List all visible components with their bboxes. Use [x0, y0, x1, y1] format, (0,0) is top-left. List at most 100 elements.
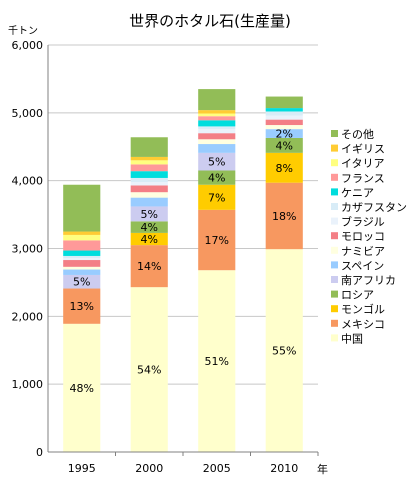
legend-label: イタリア: [341, 157, 385, 170]
legend-swatch: [331, 261, 338, 269]
bar-segment: [63, 288, 101, 324]
bar-segment: [63, 231, 101, 235]
x-unit-label: 年: [317, 462, 328, 476]
bar-segment: [130, 164, 168, 172]
legend-swatch: [331, 276, 338, 283]
legend-label: モロッコ: [341, 230, 385, 243]
legend-swatch: [331, 246, 338, 254]
bar-segment: [265, 182, 303, 250]
bar-segment: [198, 129, 236, 134]
chart-title: 世界のホタル石(生産量): [129, 12, 291, 30]
bar-segment: [265, 119, 303, 126]
legend-label: スペイン: [341, 259, 384, 272]
legend-label: メキシコ: [341, 318, 385, 331]
bar-segment: [130, 137, 168, 157]
y-unit-label: 千トン: [8, 25, 38, 37]
bar-segment: [63, 323, 101, 452]
bar-segment: [198, 116, 236, 121]
data-label: 5%: [73, 276, 90, 289]
bar-segment: [198, 120, 236, 127]
bar-segment: [130, 221, 168, 233]
y-tick-label: 6,000: [12, 39, 44, 52]
bar-segment: [130, 177, 168, 183]
data-label: 54%: [137, 364, 161, 377]
data-label: 5%: [141, 208, 158, 221]
y-tick-label: 1,000: [12, 378, 44, 391]
bar-segment: [198, 126, 236, 130]
bar-segment: [130, 160, 168, 165]
bar-segment: [265, 111, 303, 116]
legend-label: その他: [341, 128, 374, 141]
bar-segment: [130, 192, 168, 198]
bar-segment: [63, 260, 101, 267]
bar-segment: [63, 266, 101, 270]
bar-segment: [265, 125, 303, 130]
x-tick-label: 1995: [68, 462, 96, 475]
bar-segment: [130, 206, 168, 222]
bar-segment: [130, 232, 168, 246]
data-labels-layer: 48%13%5%54%14%4%4%5%51%17%7%4%5%55%18%8%…: [70, 128, 297, 395]
legend: その他イギリスイタリアフランスケニアカザフスタンブラジルモロッコナミビアスペイン…: [331, 128, 407, 345]
legend-label: カザフスタン: [341, 201, 407, 214]
legend-swatch: [331, 159, 338, 167]
data-label: 4%: [208, 172, 225, 185]
bar-segment: [265, 108, 303, 112]
x-tick-label: 2010: [270, 462, 298, 475]
legend-label: ブラジル: [341, 215, 385, 229]
legend-swatch: [331, 232, 338, 240]
legend-swatch: [331, 334, 338, 342]
bar-segment: [130, 287, 168, 452]
bar-segment: [198, 152, 236, 171]
legend-swatch: [331, 173, 338, 181]
bar-segment: [265, 115, 303, 120]
legend-swatch: [331, 144, 338, 152]
data-label: 13%: [70, 300, 94, 313]
bar-segment: [130, 185, 168, 193]
data-label: 18%: [272, 210, 296, 223]
data-label: 8%: [276, 162, 293, 175]
bar-segment: [198, 113, 236, 117]
legend-swatch: [331, 203, 338, 210]
data-label: 5%: [208, 156, 225, 169]
data-label: 48%: [70, 382, 94, 395]
bar-segment: [198, 209, 236, 271]
bar-segment: [198, 170, 236, 185]
bar-segment: [63, 234, 101, 241]
data-label: 17%: [205, 234, 229, 247]
legend-label: ケニア: [341, 186, 374, 199]
bar-segment: [63, 255, 101, 258]
bar-segment: [63, 250, 101, 256]
bar-segment: [265, 249, 303, 452]
legend-label: イギリス: [341, 143, 385, 156]
bar-segment: [265, 129, 303, 138]
y-tick-label: 2,000: [12, 310, 44, 323]
legend-label: ロシア: [341, 289, 374, 302]
legend-label: モンゴル: [341, 302, 385, 316]
legend-label: ナミビア: [341, 245, 385, 258]
data-label: 4%: [141, 233, 158, 246]
bar-segment: [198, 89, 236, 111]
bar-segment: [265, 152, 303, 183]
bar-segment: [130, 182, 168, 186]
y-tick-label: 3,000: [12, 243, 44, 256]
axis-layer: 0 1,000 2,000 3,000 4,000 5,000 6,000 1995 2000 2…: [12, 39, 319, 475]
legend-swatch: [331, 217, 338, 225]
bar-segment: [198, 133, 236, 140]
bar-segment: [63, 240, 101, 251]
data-label: 51%: [205, 355, 229, 368]
data-label: 4%: [141, 221, 158, 234]
bar-segment: [198, 270, 236, 452]
legend-swatch: [331, 188, 338, 196]
y-tick-label: 5,000: [12, 107, 44, 120]
x-tick-label: 2005: [203, 462, 231, 475]
bar-segment: [63, 274, 101, 289]
legend-swatch: [331, 130, 338, 137]
bar-segment: [198, 110, 236, 114]
data-label: 4%: [276, 139, 293, 152]
legend-swatch: [331, 305, 338, 313]
y-tick-label: 0: [36, 446, 43, 459]
legend-swatch: [331, 290, 338, 298]
data-label: 14%: [137, 260, 161, 273]
